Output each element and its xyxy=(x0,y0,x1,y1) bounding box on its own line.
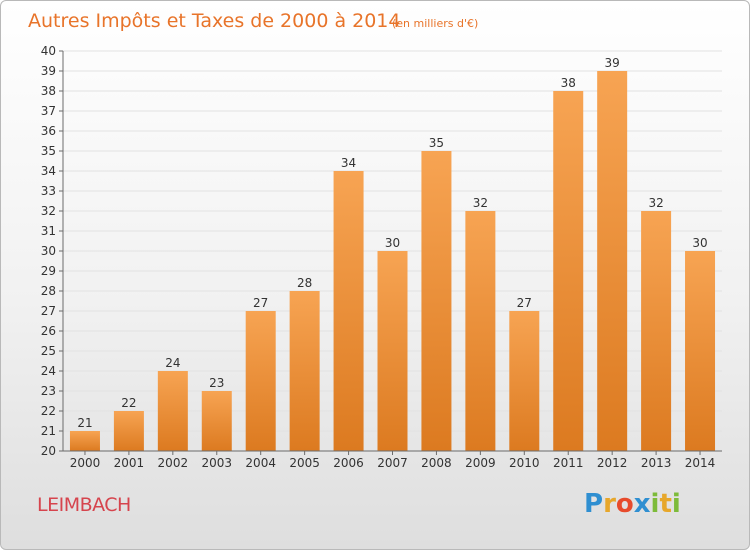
y-tick-label: 31 xyxy=(41,224,56,238)
x-tick-label: 2011 xyxy=(553,456,584,470)
bar-2005 xyxy=(289,291,320,451)
x-axis-ticks: 2000 2001 2002 2003 2004 2005 2006 2007 2008 2009… xyxy=(70,451,716,470)
y-tick-label: 28 xyxy=(41,284,56,298)
x-tick-label: 2010 xyxy=(509,456,540,470)
y-tick-label: 39 xyxy=(41,64,56,78)
y-tick-label: 21 xyxy=(41,424,56,438)
logo-letter: x xyxy=(633,489,651,519)
y-axis-ticks: 20 21 22 23 24 25 26 27 28 29 30 31 32 33 34 35 36 37 38 39… xyxy=(41,44,63,458)
value-label-2003: 23 xyxy=(209,376,224,390)
y-tick-label: 22 xyxy=(41,404,56,418)
value-label-2011: 38 xyxy=(561,76,576,90)
y-tick-label: 33 xyxy=(41,184,56,198)
logo-letter: o xyxy=(615,489,634,519)
y-tick-label: 20 xyxy=(41,444,56,458)
chart-title: Autres Impôts et Taxes de 2000 à 2014 xyxy=(28,10,401,32)
y-tick-label: 24 xyxy=(41,364,56,378)
bar-2001 xyxy=(113,411,144,451)
proxiti-logo: Proxiti xyxy=(584,489,681,519)
y-tick-label: 27 xyxy=(41,304,56,318)
bar-2008 xyxy=(421,151,452,451)
y-tick-label: 30 xyxy=(41,244,56,258)
y-tick-label: 38 xyxy=(41,84,56,98)
x-tick-label: 2006 xyxy=(333,456,364,470)
x-tick-label: 2001 xyxy=(114,456,145,470)
bar-2011 xyxy=(553,91,584,451)
logo-letter: P xyxy=(584,489,604,519)
value-label-2004: 27 xyxy=(253,296,268,310)
value-label-2001: 22 xyxy=(121,396,136,410)
value-label-2012: 39 xyxy=(605,56,620,70)
bar-2009 xyxy=(465,211,496,451)
bar-2004 xyxy=(245,311,276,451)
logo-letter: r xyxy=(603,489,616,519)
bar-2010 xyxy=(509,311,540,451)
logo-letter: t xyxy=(659,489,672,519)
x-tick-label: 2003 xyxy=(201,456,232,470)
bars xyxy=(69,71,716,451)
y-tick-label: 34 xyxy=(41,164,56,178)
x-tick-label: 2002 xyxy=(158,456,189,470)
y-tick-label: 26 xyxy=(41,324,56,338)
y-tick-label: 36 xyxy=(41,124,56,138)
value-label-2005: 28 xyxy=(297,276,312,290)
bar-2012 xyxy=(597,71,628,451)
y-tick-label: 29 xyxy=(41,264,56,278)
x-tick-label: 2014 xyxy=(685,456,716,470)
value-label-2000: 21 xyxy=(77,416,92,430)
bar-2013 xyxy=(641,211,672,451)
bar-2007 xyxy=(377,251,408,451)
value-label-2013: 32 xyxy=(648,196,663,210)
x-tick-label: 2007 xyxy=(377,456,408,470)
bar-2006 xyxy=(333,171,364,451)
x-tick-label: 2004 xyxy=(245,456,276,470)
value-label-2002: 24 xyxy=(165,356,180,370)
y-tick-label: 35 xyxy=(41,144,56,158)
y-tick-label: 25 xyxy=(41,344,56,358)
logo-letter: i xyxy=(650,489,660,519)
data-labels: 21 22 24 23 27 28 34 30 35 32 27 38 39 32 30 xyxy=(77,56,707,430)
place-name: LEIMBACH xyxy=(37,494,131,516)
value-label-2010: 27 xyxy=(517,296,532,310)
x-tick-label: 2008 xyxy=(421,456,452,470)
x-tick-label: 2012 xyxy=(597,456,628,470)
value-label-2014: 30 xyxy=(692,236,707,250)
y-tick-label: 40 xyxy=(41,44,56,58)
logo-letter: i xyxy=(671,489,681,519)
x-tick-label: 2000 xyxy=(70,456,101,470)
bar-2002 xyxy=(157,371,188,451)
x-tick-label: 2013 xyxy=(641,456,672,470)
bar-2003 xyxy=(201,391,232,451)
value-label-2007: 30 xyxy=(385,236,400,250)
x-tick-label: 2005 xyxy=(289,456,320,470)
bar-2000 xyxy=(69,431,100,451)
x-tick-label: 2009 xyxy=(465,456,496,470)
y-tick-label: 32 xyxy=(41,204,56,218)
bar-2014 xyxy=(685,251,716,451)
y-tick-label: 23 xyxy=(41,384,56,398)
value-label-2006: 34 xyxy=(341,156,356,170)
value-label-2009: 32 xyxy=(473,196,488,210)
value-label-2008: 35 xyxy=(429,136,444,150)
y-tick-label: 37 xyxy=(41,104,56,118)
chart-subtitle: (en milliers d'€) xyxy=(392,17,478,30)
